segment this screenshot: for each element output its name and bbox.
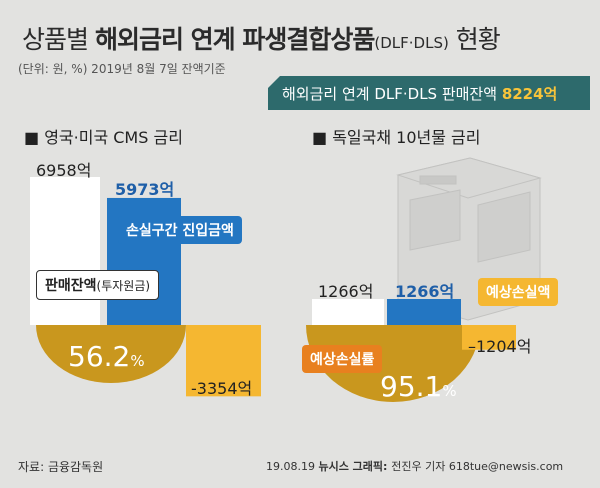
panel-title-uk-us-cms: ■ 영국·미국 CMS 금리 [24, 128, 183, 147]
bar-sales-1 [30, 177, 100, 325]
bar-value-loss-2: –1204억 [468, 337, 532, 356]
loss-rate-circle-1 [36, 325, 186, 383]
bar-value-losszone-2: 1266억 [395, 282, 455, 301]
bar-value-sales-1: 6958억 [36, 161, 92, 180]
loss-rate-value-1: 56.2% [68, 340, 145, 373]
bar-value-sales-2: 1266억 [318, 282, 374, 301]
total-banner [268, 76, 590, 110]
loss-rate-value-2: 95.1% [380, 370, 457, 403]
unit-note: (단위: 원, %) 2019년 8월 7일 잔액기준 [18, 62, 226, 76]
bar-value-losszone-1: 5973억 [115, 180, 175, 199]
bar-value-loss-1: -3354억 [191, 379, 253, 398]
panel-title-german-bund: ■ 독일국채 10년물 금리 [312, 128, 481, 147]
bar-losszone-2 [387, 299, 461, 325]
loss-rate-circle-2 [306, 325, 480, 402]
page-title: 상품별 해외금리 연계 파생결합상품(DLF·DLS) 현황 [22, 25, 501, 54]
credit-note: 19.08.19 뉴시스 그래픽: 전진우 기자 618tue@newsis.c… [266, 460, 564, 473]
callout-expected-loss-rate: 예상손실률 [302, 345, 383, 373]
bar-expected-loss-2 [462, 325, 516, 350]
callout-sales-principal: 판매잔액(투자원금) [36, 270, 160, 300]
total-banner-text: 해외금리 연계 DLF·DLS 판매잔액 8224억 [282, 85, 558, 103]
callout-loss-zone: 손실구간 진입금액 [118, 216, 242, 244]
bar-sales-2 [312, 299, 384, 325]
callout-expected-loss: 예상손실액 [478, 278, 559, 306]
source-note: 자료: 금융감독원 [18, 460, 104, 474]
bar-expected-loss-1 [186, 325, 261, 397]
